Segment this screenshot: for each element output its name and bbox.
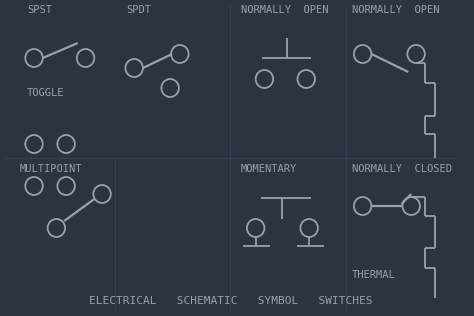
Text: NORMALLY  OPEN: NORMALLY OPEN (241, 5, 328, 15)
Text: NORMALLY  CLOSED: NORMALLY CLOSED (352, 164, 452, 174)
Text: NORMALLY  OPEN: NORMALLY OPEN (352, 5, 439, 15)
Text: SPST: SPST (27, 5, 52, 15)
Text: MULTIPOINT: MULTIPOINT (19, 164, 82, 174)
Text: THERMAL: THERMAL (352, 270, 396, 280)
Text: MOMENTARY: MOMENTARY (241, 164, 297, 174)
Text: ELECTRICAL   SCHEMATIC   SYMBOL   SWITCHES: ELECTRICAL SCHEMATIC SYMBOL SWITCHES (89, 296, 372, 306)
Text: TOGGLE: TOGGLE (27, 88, 65, 98)
Text: SPDT: SPDT (127, 5, 151, 15)
